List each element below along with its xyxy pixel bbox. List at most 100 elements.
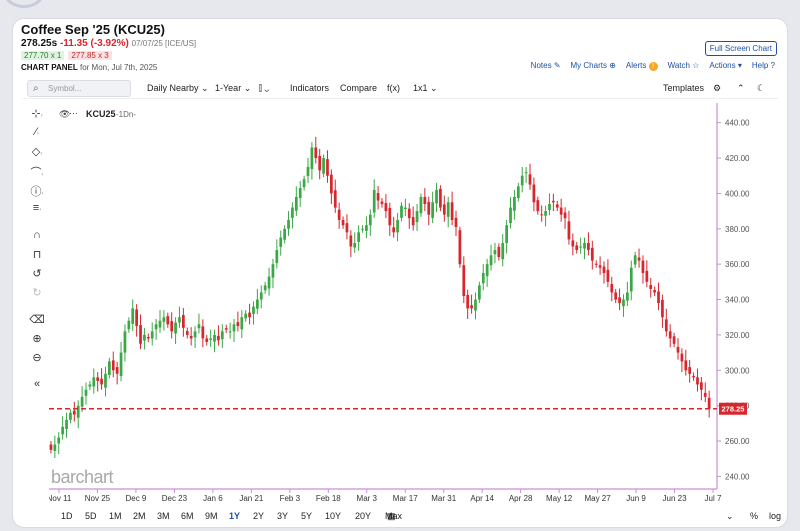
panel-label-date: for Mon, Jul 7th, 2025 bbox=[79, 63, 158, 72]
x-tick-label: Jan 6 bbox=[203, 494, 223, 503]
calendar-icon[interactable]: ▦ bbox=[387, 511, 396, 521]
curve-tool[interactable]: ⌒› bbox=[30, 167, 44, 179]
shape-icon: ◇ bbox=[31, 146, 41, 158]
candle-body bbox=[594, 263, 598, 265]
candle-body bbox=[330, 174, 333, 194]
gear-icon[interactable]: ⚙ bbox=[713, 83, 722, 93]
collapse-icon[interactable]: ⌃ bbox=[737, 83, 745, 93]
chevron-down-icon: ⌄ bbox=[430, 83, 438, 93]
candle-body bbox=[657, 291, 660, 304]
range-20y[interactable]: 20Y bbox=[355, 511, 372, 521]
zoom-in-tool[interactable]: ⊕ bbox=[27, 332, 47, 345]
candle-body bbox=[205, 338, 209, 342]
collapse-tools[interactable]: « bbox=[27, 378, 47, 390]
candle-body bbox=[602, 266, 606, 274]
candle-body bbox=[111, 360, 115, 371]
notes-link[interactable]: Notes ✎ bbox=[531, 61, 561, 71]
alerts-link[interactable]: Alerts ! bbox=[626, 61, 658, 71]
x-tick-label: Feb 18 bbox=[316, 494, 341, 503]
range-10y[interactable]: 10Y bbox=[325, 511, 342, 521]
legend-symbol: KCU25 bbox=[86, 109, 116, 119]
candle-body bbox=[446, 202, 450, 217]
range-9m[interactable]: 9M bbox=[205, 511, 218, 521]
function-button[interactable]: f(x) bbox=[387, 83, 400, 93]
candle-body bbox=[298, 188, 302, 199]
candle-body bbox=[583, 242, 586, 249]
watch-link[interactable]: Watch ☆ bbox=[668, 61, 700, 71]
templates-button[interactable]: Templates bbox=[663, 83, 705, 93]
zoom-out-tool[interactable]: ⊖ bbox=[27, 351, 47, 364]
range-2m[interactable]: 2M bbox=[133, 511, 146, 521]
y-tick-label: 320.00 bbox=[725, 331, 750, 340]
range-2y[interactable]: 2Y bbox=[253, 511, 265, 521]
redo-tool[interactable]: ↻ bbox=[27, 286, 47, 299]
trendline-tool[interactable]: ⁄› bbox=[35, 126, 39, 138]
symbol-search-input[interactable]: ⌕ Symbol... bbox=[27, 80, 131, 97]
chart-type-dropdown[interactable]: ⫿ ⌄ bbox=[259, 83, 269, 94]
undo-tool[interactable]: ↺ bbox=[27, 267, 47, 280]
compare-button[interactable]: Compare bbox=[340, 83, 378, 93]
range-5y[interactable]: 5Y bbox=[301, 511, 313, 521]
range-3m[interactable]: 3M bbox=[157, 511, 170, 521]
chart-area[interactable]: 240.00260.00280.00300.00320.00340.00360.… bbox=[47, 103, 755, 507]
range-5d[interactable]: 5D bbox=[85, 511, 97, 521]
candle-body bbox=[123, 331, 127, 353]
candle-body bbox=[279, 237, 283, 247]
candle-body bbox=[283, 228, 286, 240]
indicators-button[interactable]: Indicators bbox=[290, 83, 330, 93]
price-chart[interactable]: 240.00260.00280.00300.00320.00340.00360.… bbox=[47, 103, 755, 507]
range-1y[interactable]: 1Y bbox=[229, 511, 241, 521]
actions-menu[interactable]: Actions ▾ bbox=[709, 61, 741, 71]
candle-body bbox=[263, 285, 267, 291]
range-6m[interactable]: 6M bbox=[181, 511, 194, 521]
candle-body bbox=[376, 193, 380, 201]
candle-body bbox=[587, 242, 590, 251]
candle-body bbox=[96, 377, 100, 381]
candle-body bbox=[396, 219, 399, 233]
x-tick-label: Dec 9 bbox=[125, 494, 146, 503]
daily-nearby-dropdown[interactable]: Daily Nearby ⌄ bbox=[147, 83, 209, 94]
layout-dropdown[interactable]: 1x1 ⌄ bbox=[413, 83, 438, 94]
fibonacci-tool[interactable]: ≡› bbox=[32, 202, 42, 214]
y-tick-label: 420.00 bbox=[725, 154, 750, 163]
caret-down-icon: ▾ bbox=[737, 61, 742, 70]
help-label: Help bbox=[751, 61, 769, 70]
candle-body bbox=[516, 186, 520, 199]
chart-toolbar: ⌕ Symbol... Daily Nearby ⌄ 1-Year ⌄ ⫿ ⌄ … bbox=[23, 79, 778, 99]
candle-body bbox=[135, 309, 138, 327]
x-tick-label: May 12 bbox=[546, 494, 573, 503]
candle-body bbox=[610, 283, 614, 293]
full-screen-chart-button[interactable]: Full Screen Chart bbox=[704, 41, 777, 56]
dark-mode-icon[interactable]: ☾ bbox=[757, 83, 766, 93]
x-tick-label: Jul 7 bbox=[705, 494, 722, 503]
shape-tool[interactable]: ◇› bbox=[31, 146, 43, 158]
candle-body bbox=[224, 328, 228, 330]
my-charts-link[interactable]: My Charts ⊕ bbox=[571, 61, 616, 71]
candle-body bbox=[637, 257, 641, 261]
candle-body bbox=[692, 375, 695, 378]
candle-body bbox=[520, 175, 524, 186]
last-price-tag bbox=[719, 402, 747, 415]
candle-body bbox=[115, 367, 119, 374]
candle-body bbox=[407, 208, 411, 219]
delete-tool[interactable]: ⌫ bbox=[27, 313, 47, 326]
expand-icon[interactable]: ⌄ bbox=[726, 511, 734, 521]
candle-body bbox=[629, 267, 633, 292]
annotation-tool[interactable]: ⓘ› bbox=[30, 186, 44, 198]
range-max[interactable]: Max bbox=[385, 511, 403, 521]
log-toggle[interactable]: log bbox=[769, 511, 782, 521]
candle-body bbox=[314, 147, 318, 159]
candle-body bbox=[427, 201, 431, 215]
range-1d[interactable]: 1D bbox=[61, 511, 73, 521]
help-link[interactable]: Help ? bbox=[752, 61, 775, 71]
candle-body bbox=[174, 322, 177, 334]
candle-body bbox=[676, 346, 680, 353]
candle-body bbox=[170, 321, 174, 332]
range-3y[interactable]: 3Y bbox=[277, 511, 289, 521]
crosshair-tool[interactable]: ⊹› bbox=[31, 108, 43, 120]
lock-tool[interactable]: ⊓ bbox=[27, 248, 47, 261]
percent-toggle[interactable]: % bbox=[750, 511, 759, 521]
period-dropdown[interactable]: 1-Year ⌄ bbox=[215, 83, 251, 94]
range-1m[interactable]: 1M bbox=[109, 511, 122, 521]
magnet-tool[interactable]: ∩ bbox=[27, 229, 47, 241]
